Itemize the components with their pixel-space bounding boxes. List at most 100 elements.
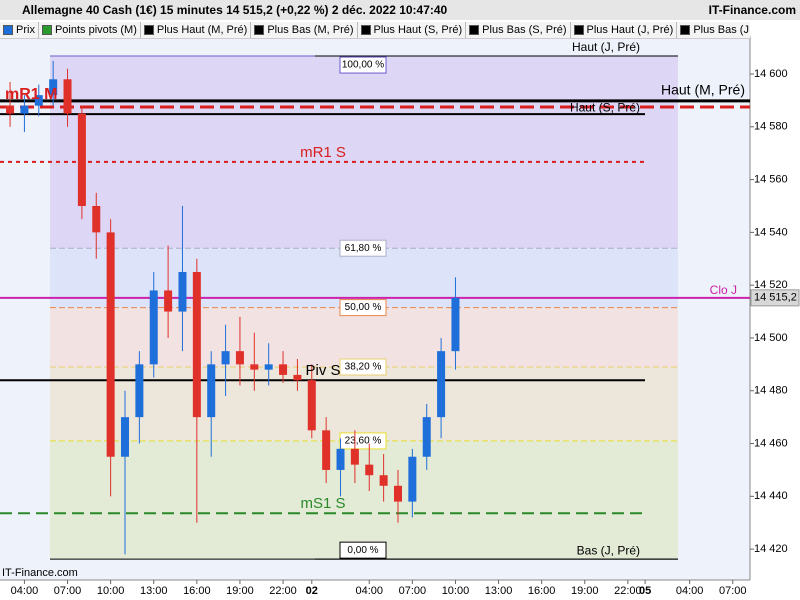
candle-body	[235, 351, 244, 365]
x-tick-label: 16:00	[183, 585, 211, 597]
x-tick-label: 16:00	[528, 585, 556, 597]
candle-body	[393, 485, 402, 502]
x-tick-label: 13:00	[140, 585, 168, 597]
fib-zone	[50, 440, 678, 560]
candle-body	[350, 448, 359, 465]
y-tick-label: 14 520	[754, 279, 788, 291]
candle-body	[336, 448, 345, 470]
candle-body	[322, 430, 331, 470]
x-tick-label: 22:00	[614, 585, 642, 597]
legend-item[interactable]: Plus Bas (M, Pré)	[251, 22, 358, 38]
candle-body	[379, 475, 388, 486]
x-tick-label: 07:00	[719, 585, 747, 597]
last-price-label: 14 515,2	[754, 292, 797, 304]
fib-label-box	[339, 299, 387, 317]
fib-label: 100,00 %	[342, 60, 384, 71]
x-tick-label: 04:00	[676, 585, 704, 597]
legend-label: Plus Haut (J, Pré)	[586, 24, 674, 36]
legend-label: Plus Bas (S, Pré)	[482, 24, 567, 36]
candle-body	[264, 364, 273, 370]
level-label: mR1 S	[300, 144, 346, 161]
x-tick-label: 19:00	[571, 585, 599, 597]
legend-swatch	[41, 25, 52, 35]
y-tick-label: 14 600	[754, 68, 788, 80]
source: IT-Finance.com	[709, 3, 796, 17]
candle-body	[92, 205, 101, 233]
legend-label: Plus Bas (M, Pré)	[267, 24, 354, 36]
legend: Prix Points pivots (M) Plus Haut (M, Pré) P…	[0, 22, 750, 39]
candle-body	[207, 364, 216, 418]
legend-item[interactable]: Plus Haut (J, Pré)	[571, 22, 678, 38]
level-label: Piv S	[305, 362, 340, 379]
fib-label-box	[339, 56, 387, 74]
legend-swatch	[573, 25, 584, 35]
source-footer: IT-Finance.com	[2, 567, 78, 579]
fib-label-box	[339, 358, 387, 376]
fib-label: 0,00 %	[347, 545, 378, 556]
candle-body	[178, 271, 187, 312]
y-tick-label: 14 560	[754, 173, 788, 185]
candle-body	[6, 105, 15, 114]
y-tick-label: 14 500	[754, 332, 788, 344]
x-tick-label: 10:00	[97, 585, 125, 597]
legend-item[interactable]: Points pivots (M)	[39, 22, 141, 38]
candle-body	[192, 271, 201, 418]
x-tick-label: 07:00	[399, 585, 427, 597]
fib-label: 50,00 %	[345, 302, 382, 313]
x-tick-label: 10:00	[442, 585, 470, 597]
x-tick-label: 02	[306, 585, 318, 597]
chart-title: Allemagne 40 Cash (1€) 15 minutes 14 515…	[22, 3, 448, 17]
legend-swatch	[254, 25, 265, 35]
candle-body	[437, 351, 446, 418]
candle-body	[106, 232, 115, 457]
fib-label-box	[339, 239, 387, 257]
candle-body	[307, 380, 316, 431]
legend-label: Points pivots (M)	[54, 24, 137, 36]
legend-item[interactable]: Plus Bas (J, Pré)	[677, 22, 750, 38]
x-tick-label: 04:00	[355, 585, 383, 597]
fib-zone	[50, 366, 678, 441]
legend-swatch	[143, 25, 154, 35]
y-tick-label: 14 540	[754, 226, 788, 238]
candle-body	[250, 364, 259, 370]
candle-body	[221, 351, 230, 365]
legend-item[interactable]: Prix	[0, 22, 39, 38]
candle-body	[20, 105, 29, 114]
level-label: Haut (M, Pré)	[661, 82, 745, 98]
candle-body	[135, 364, 144, 418]
level-label: Clo J	[710, 283, 737, 297]
legend-swatch	[680, 25, 691, 35]
fib-label: 23,60 %	[345, 436, 382, 447]
y-tick-label: 14 580	[754, 121, 788, 133]
fib-zone	[50, 307, 678, 367]
y-tick-label: 14 440	[754, 490, 788, 502]
y-tick-label: 14 420	[754, 543, 788, 555]
fib-label: 38,20 %	[345, 362, 382, 373]
legend-item[interactable]: Plus Haut (M, Pré)	[141, 22, 252, 38]
level-label: Bas (J, Pré)	[577, 543, 640, 557]
candle-body	[49, 79, 58, 96]
title-bar	[0, 0, 800, 20]
candle-body	[164, 290, 173, 312]
y-tick-label: 14 460	[754, 437, 788, 449]
candle-body	[365, 464, 374, 476]
level-label: mS1 S	[300, 495, 345, 512]
candle-body	[293, 374, 302, 381]
legend-swatch	[3, 25, 13, 35]
x-tick-label: 07:00	[54, 585, 82, 597]
fib-label-box	[339, 432, 387, 450]
candle-body	[34, 95, 43, 106]
legend-item[interactable]: Plus Haut (S, Pré)	[358, 22, 467, 38]
legend-swatch	[469, 25, 480, 35]
x-tick-label: 05	[639, 585, 651, 597]
candle-body	[451, 297, 460, 352]
level-label: Haut (J, Pré)	[572, 40, 640, 54]
legend-item[interactable]: Plus Bas (S, Pré)	[466, 22, 571, 38]
candle-body	[279, 364, 288, 375]
y-tick-label: 14 480	[754, 385, 788, 397]
x-tick-label: 19:00	[226, 585, 254, 597]
x-tick-label: 04:00	[11, 585, 39, 597]
legend-swatch	[360, 25, 371, 35]
fib-label: 61,80 %	[345, 243, 382, 254]
